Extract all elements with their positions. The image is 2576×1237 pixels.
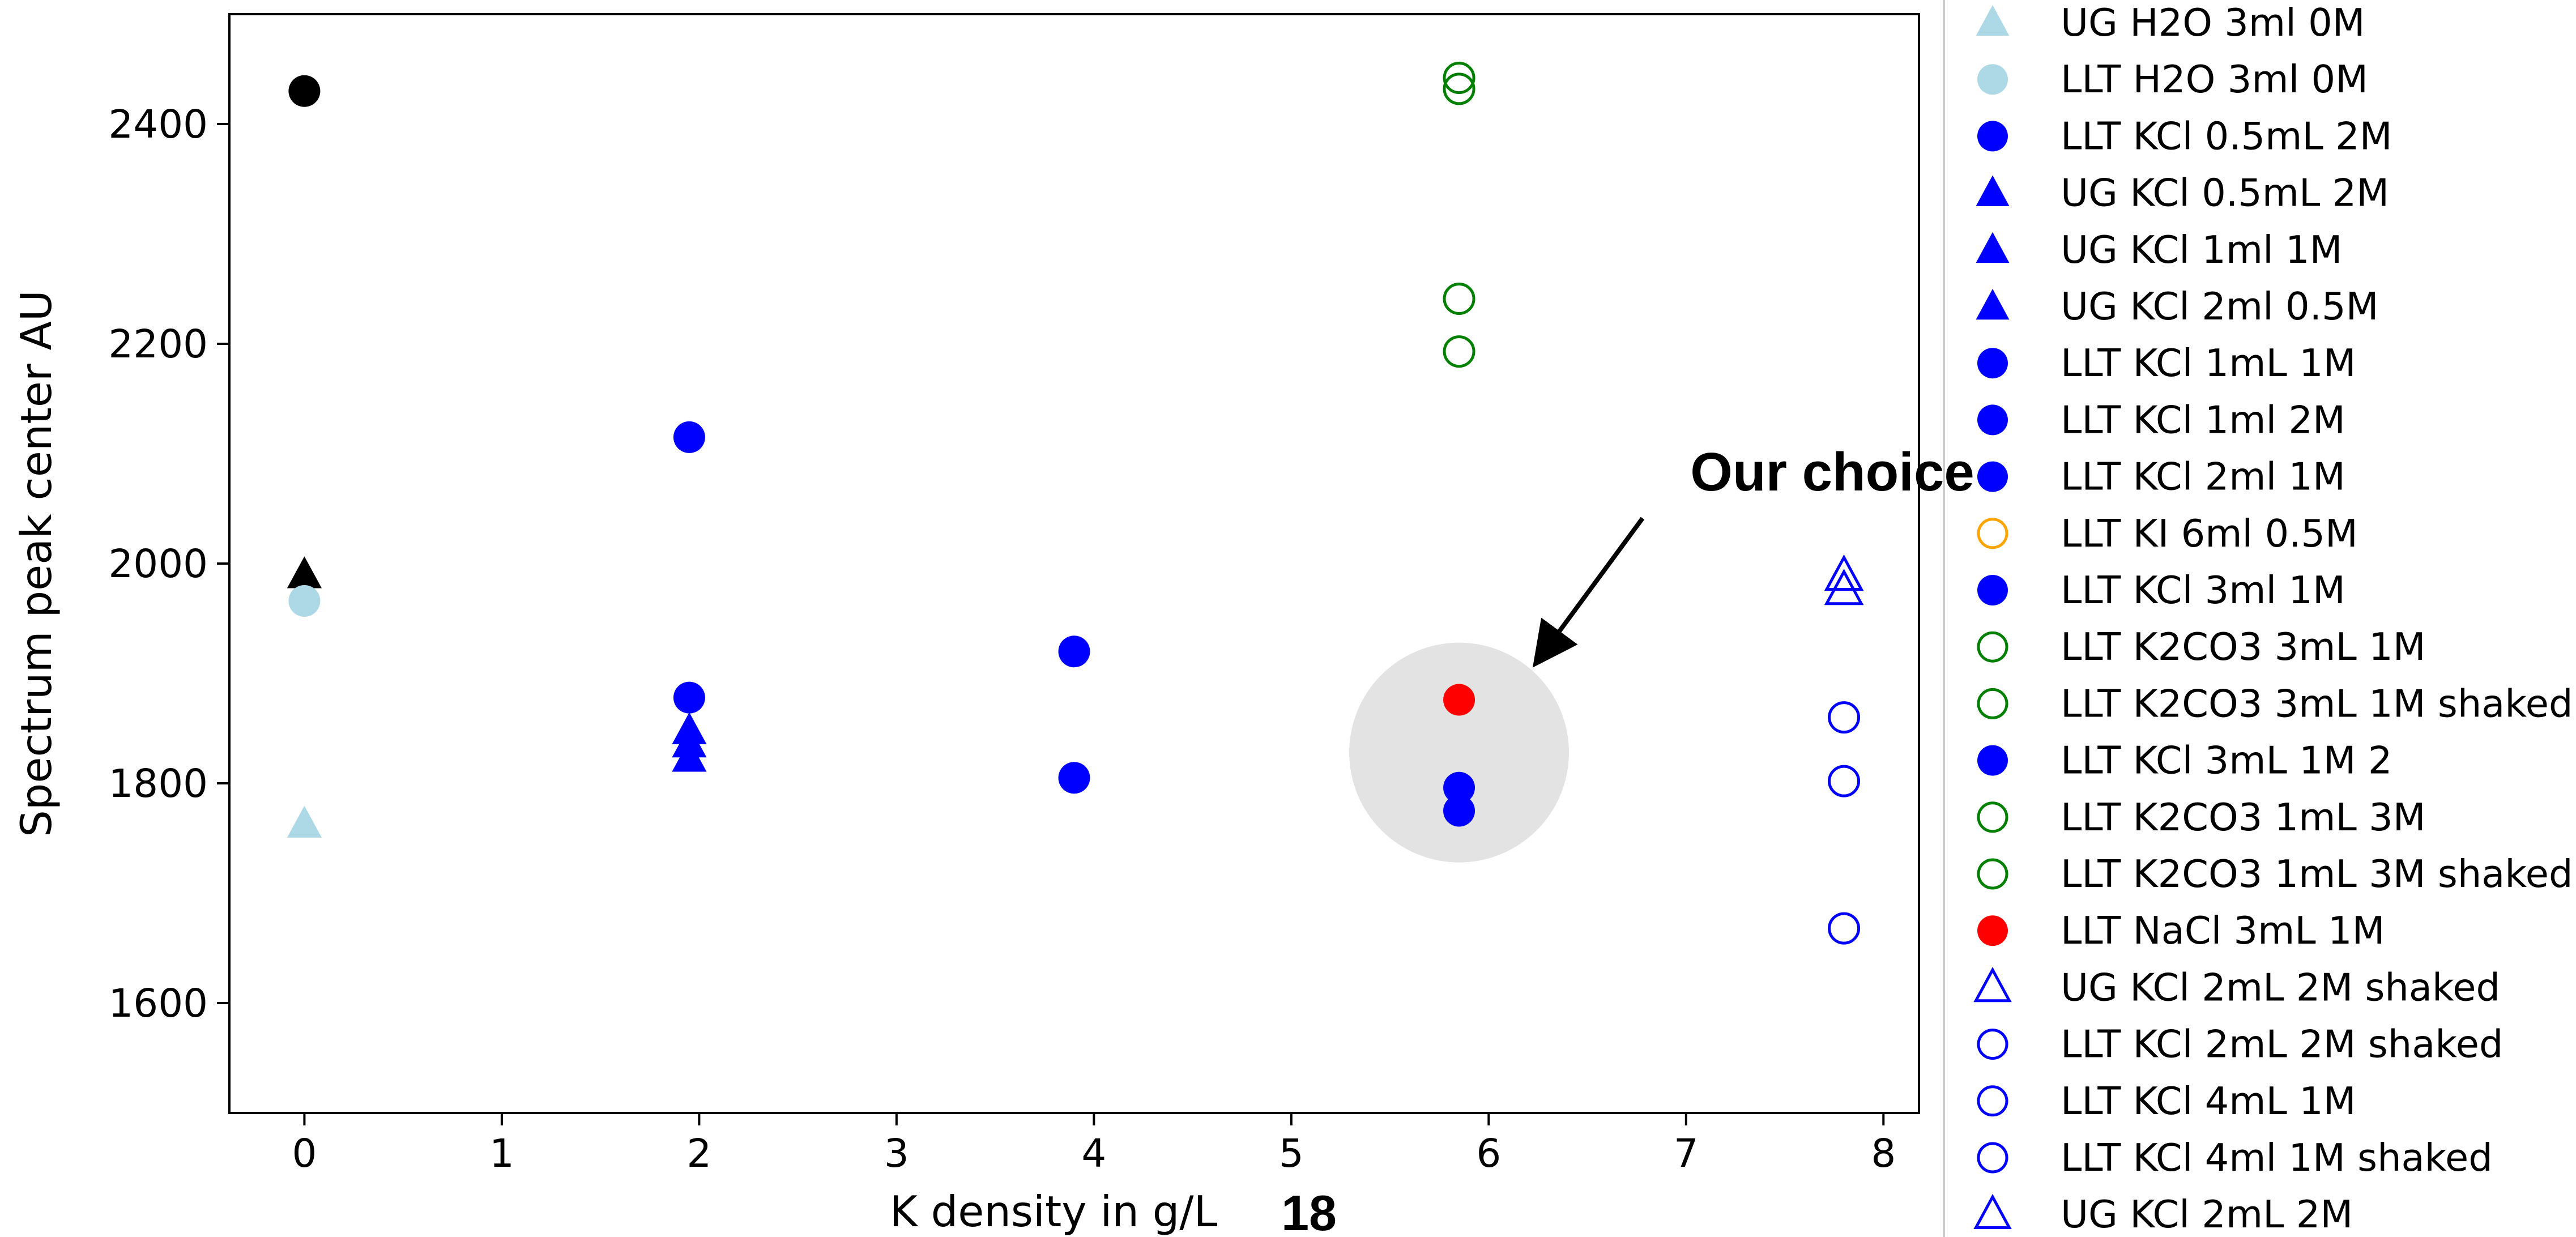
x-tick-label: 5	[1279, 1131, 1304, 1176]
legend-marker	[1977, 688, 2008, 719]
legend-marker	[1977, 915, 2008, 946]
x-tick-label: 8	[1871, 1131, 1896, 1176]
x-tick-label: 7	[1674, 1131, 1699, 1176]
legend-entry: LLT KCl 0.5mL 2M	[2061, 114, 2392, 158]
annotation-our-choice: Our choice	[1690, 442, 1974, 502]
data-point	[1824, 569, 1864, 605]
x-tick-label: 1	[489, 1131, 514, 1176]
data-point	[673, 681, 705, 714]
data-point	[1828, 765, 1861, 797]
legend-entry: UG H2O 3ml 0M	[2061, 1, 2365, 45]
data-point	[1058, 762, 1090, 794]
legend-marker	[1977, 348, 2008, 379]
legend-entry: LLT KI 6ml 0.5M	[2061, 511, 2358, 556]
legend-marker	[1977, 575, 2008, 605]
data-point	[672, 740, 707, 772]
x-tick-label: 3	[884, 1131, 909, 1176]
x-tick-label: 4	[1081, 1131, 1106, 1176]
legend-marker	[1977, 121, 2008, 152]
highlight-region	[1349, 642, 1570, 863]
data-point	[1443, 72, 1475, 105]
legend-marker	[1977, 518, 2008, 549]
x-tick-label: 2	[686, 1131, 711, 1176]
legend-marker	[1977, 801, 2008, 833]
legend-entry: UG KCl 1ml 1M	[2061, 228, 2342, 272]
legend-marker	[1977, 1029, 2008, 1060]
y-tick-label: 1800	[108, 761, 208, 807]
page-number: 18	[1281, 1185, 1337, 1237]
annotation-arrow	[1532, 517, 1645, 668]
data-point	[288, 585, 321, 617]
legend-marker	[1976, 175, 2010, 206]
y-tick-label: 1600	[108, 981, 208, 1026]
y-axis-label: Spectrum peak center AU	[11, 290, 61, 837]
legend-entry: LLT KCl 3mL 1M 2	[2061, 739, 2392, 783]
legend-entry: LLT KCl 1ml 2M	[2061, 398, 2345, 442]
y-tick-label: 2400	[108, 102, 208, 147]
legend-entry: LLT K2CO3 3mL 1M shaked	[2061, 681, 2573, 726]
legend-entry: UG KCl 2mL 2M	[2061, 1192, 2353, 1236]
data-point	[673, 421, 705, 453]
legend-marker	[1976, 5, 2010, 36]
data-point	[1824, 554, 1864, 591]
data-point	[1828, 701, 1861, 734]
legend-entry: LLT K2CO3 1mL 3M shaked	[2061, 852, 2573, 896]
x-tick-label: 0	[292, 1131, 317, 1176]
legend-entry: LLT KCl 2ml 1M	[2061, 455, 2345, 499]
plot-frame	[228, 13, 1920, 1114]
x-tick-label: 6	[1476, 1131, 1501, 1176]
legend-marker	[1977, 1142, 2008, 1174]
legend-entry: LLT KCl 4mL 1M	[2061, 1079, 2356, 1123]
data-point	[1443, 335, 1475, 368]
legend-entry: UG KCl 0.5mL 2M	[2061, 171, 2389, 215]
data-point	[1443, 795, 1475, 827]
data-point	[288, 75, 321, 107]
legend-entry: UG KCl 2ml 0.5M	[2061, 284, 2378, 329]
x-axis-label: K density in g/L	[890, 1187, 1218, 1236]
legend-marker	[1976, 232, 2010, 263]
legend-entry: LLT K2CO3 3mL 1M	[2061, 625, 2426, 669]
legend-marker	[1977, 631, 2008, 663]
y-tick-label: 2200	[108, 322, 208, 367]
data-point	[1443, 684, 1475, 716]
legend-marker	[1973, 967, 2012, 1003]
data-point	[287, 556, 322, 588]
legend-entry: LLT KCl 2mL 2M shaked	[2061, 1022, 2503, 1067]
legend-marker	[1973, 1193, 2012, 1229]
legend-entry: UG KCl 2mL 2M shaked	[2061, 965, 2500, 1009]
legend-entry: LLT H2O 3ml 0M	[2061, 57, 2368, 101]
data-point	[1443, 282, 1475, 315]
legend-marker	[1977, 461, 2008, 492]
legend-marker	[1977, 858, 2008, 890]
legend-entry: LLT K2CO3 1mL 3M	[2061, 795, 2426, 839]
data-point	[1443, 771, 1475, 804]
data-point	[1443, 62, 1475, 95]
legend-marker	[1976, 288, 2010, 320]
y-tick-label: 2000	[108, 541, 208, 587]
legend-marker	[1977, 1085, 2008, 1117]
legend-marker	[1977, 404, 2008, 436]
legend-entry: LLT KCl 1mL 1M	[2061, 341, 2356, 385]
data-point	[1058, 635, 1090, 668]
legend-entry: LLT NaCl 3mL 1M	[2061, 908, 2385, 953]
legend-marker	[1977, 745, 2008, 776]
data-point	[1828, 912, 1861, 945]
legend-marker	[1977, 64, 2008, 95]
legend-entry: LLT KCl 4ml 1M shaked	[2061, 1136, 2493, 1180]
data-point	[287, 805, 322, 838]
legend-entry: LLT KCl 3ml 1M	[2061, 568, 2345, 612]
